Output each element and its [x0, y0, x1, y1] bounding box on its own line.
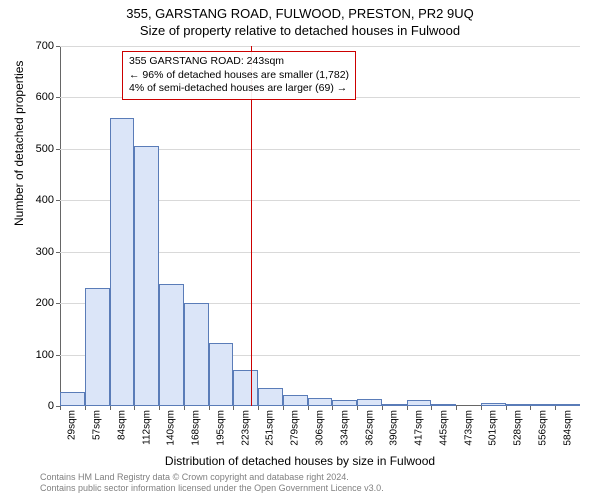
gridline	[60, 46, 580, 47]
x-tick-mark	[332, 406, 333, 410]
x-tick-mark	[209, 406, 210, 410]
x-tick-mark	[357, 406, 358, 410]
x-tick-mark	[431, 406, 432, 410]
histogram-bar	[184, 303, 209, 406]
y-tick-label: 500	[36, 143, 54, 155]
x-tick-label: 306sqm	[315, 410, 326, 446]
x-tick-label: 279sqm	[290, 410, 301, 446]
histogram-bar	[308, 398, 333, 406]
x-tick-label: 195sqm	[215, 410, 226, 446]
x-tick-mark	[506, 406, 507, 410]
x-tick-mark	[233, 406, 234, 410]
histogram-bar	[506, 404, 531, 406]
histogram-bar	[555, 404, 580, 406]
x-tick-mark	[456, 406, 457, 410]
x-tick-mark	[481, 406, 482, 410]
x-tick-mark	[283, 406, 284, 410]
x-tick-label: 584sqm	[562, 410, 573, 446]
y-tick-label: 0	[48, 400, 54, 412]
y-axis-line	[60, 46, 61, 406]
x-tick-label: 112sqm	[141, 410, 152, 445]
x-tick-label: 223sqm	[240, 410, 251, 446]
y-tick-label: 200	[36, 297, 54, 309]
y-tick-label: 600	[36, 91, 54, 103]
footer-line-2: Contains public sector information licen…	[40, 483, 384, 494]
x-tick-label: 473sqm	[463, 410, 474, 446]
histogram-bar	[60, 392, 85, 406]
histogram-bar	[382, 404, 407, 406]
y-tick-label: 700	[36, 40, 54, 52]
x-tick-label: 251sqm	[265, 410, 276, 446]
x-tick-mark	[407, 406, 408, 410]
plot-area: 29sqm57sqm84sqm112sqm140sqm168sqm195sqm2…	[60, 46, 580, 406]
x-tick-label: 501sqm	[488, 410, 499, 446]
annotation-line-3: 4% of semi-detached houses are larger (6…	[129, 82, 349, 96]
y-tick-label: 100	[36, 349, 54, 361]
annotation-line-2: ← 96% of detached houses are smaller (1,…	[129, 69, 349, 83]
x-tick-mark	[184, 406, 185, 410]
x-tick-mark	[60, 406, 61, 410]
x-tick-mark	[382, 406, 383, 410]
x-tick-label: 390sqm	[389, 410, 400, 446]
x-tick-label: 362sqm	[364, 410, 375, 446]
y-axis-label: Number of detached properties	[12, 61, 26, 226]
histogram-bar	[134, 146, 159, 406]
histogram-bar	[209, 343, 234, 406]
histogram-bar	[258, 388, 283, 406]
x-tick-label: 84sqm	[116, 410, 127, 440]
histogram-bar	[159, 284, 184, 406]
histogram-bar	[481, 403, 506, 406]
histogram-bar	[233, 370, 258, 406]
x-tick-mark	[308, 406, 309, 410]
histogram-bar	[407, 400, 432, 406]
annotation-line-1: 355 GARSTANG ROAD: 243sqm	[129, 55, 349, 69]
histogram-bar	[357, 399, 382, 406]
histogram-bar	[85, 288, 110, 406]
x-tick-mark	[159, 406, 160, 410]
annotation-box: 355 GARSTANG ROAD: 243sqm← 96% of detach…	[122, 51, 356, 100]
x-tick-label: 334sqm	[339, 410, 350, 446]
x-tick-mark	[85, 406, 86, 410]
page-subtitle: Size of property relative to detached ho…	[0, 21, 600, 38]
page-title: 355, GARSTANG ROAD, FULWOOD, PRESTON, PR…	[0, 0, 600, 21]
x-tick-mark	[530, 406, 531, 410]
histogram-bar	[431, 404, 456, 406]
x-tick-mark	[258, 406, 259, 410]
x-tick-label: 528sqm	[513, 410, 524, 446]
x-tick-label: 140sqm	[166, 410, 177, 446]
y-tick-label: 300	[36, 246, 54, 258]
footer-attribution: Contains HM Land Registry data © Crown c…	[40, 472, 384, 494]
histogram-bar	[530, 404, 555, 406]
x-tick-label: 445sqm	[438, 410, 449, 446]
x-tick-label: 556sqm	[537, 410, 548, 446]
histogram-bar	[283, 395, 308, 406]
x-tick-label: 417sqm	[414, 410, 425, 446]
histogram-bar	[110, 118, 135, 406]
x-tick-label: 168sqm	[191, 410, 202, 446]
marker-line	[251, 46, 252, 406]
x-axis-label: Distribution of detached houses by size …	[0, 454, 600, 468]
x-tick-mark	[110, 406, 111, 410]
x-tick-mark	[134, 406, 135, 410]
footer-line-1: Contains HM Land Registry data © Crown c…	[40, 472, 384, 483]
histogram-chart: 29sqm57sqm84sqm112sqm140sqm168sqm195sqm2…	[60, 46, 580, 406]
y-tick-label: 400	[36, 194, 54, 206]
histogram-bar	[332, 400, 357, 406]
x-tick-label: 29sqm	[67, 410, 78, 440]
x-tick-label: 57sqm	[92, 410, 103, 440]
x-tick-mark	[555, 406, 556, 410]
